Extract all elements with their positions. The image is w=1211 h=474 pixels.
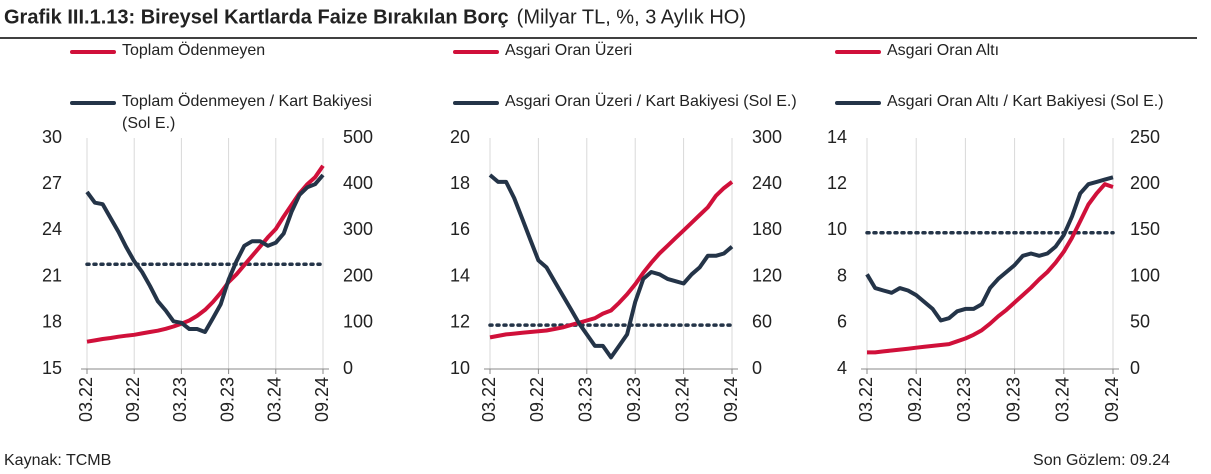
legend-label: Toplam Ödenmeyen / Kart Bakiyesi (Sol E.…	[122, 93, 372, 132]
x-tick-label: 09.24	[312, 377, 332, 422]
y-tick-label: 20	[450, 127, 470, 147]
y2-tick-label: 400	[343, 173, 373, 193]
x-tick-label: 09.23	[217, 377, 237, 422]
title: Grafik III.1.13: Bireysel Kartlarda Faiz…	[4, 6, 509, 28]
legend-swatch	[70, 101, 116, 105]
y2-tick-label: 500	[343, 127, 373, 147]
y-tick-label: 12	[827, 173, 847, 193]
x-tick-label: 03.22	[76, 377, 96, 422]
y-tick-label: 14	[827, 127, 847, 147]
y-tick-label: 15	[42, 358, 62, 378]
legend-label: Toplam Ödenmeyen	[122, 42, 266, 59]
y-tick-label: 18	[42, 312, 62, 332]
y2-tick-label: 120	[752, 265, 782, 285]
legend: Toplam Ödenmeyen Toplam Ödenmeyen / Kart …	[70, 0, 372, 140]
legend-label: Asgari Oran Üzeri / Kart Bakiyesi (Sol E…	[505, 93, 797, 110]
y2-tick-label: 200	[1130, 173, 1160, 193]
x-tick-label: 03.24	[265, 377, 285, 422]
series-line	[86, 164, 325, 344]
legend-swatch	[453, 50, 499, 54]
legend-swatch	[835, 101, 881, 105]
y2-tick-label: 0	[343, 358, 353, 378]
y2-tick-label: 0	[1130, 358, 1140, 378]
y-tick-label: 27	[42, 173, 62, 193]
legend-label: Asgari Oran Altı / Kart Bakiyesi (Sol E.…	[887, 93, 1164, 110]
y2-tick-label: 150	[1130, 219, 1160, 239]
series-line	[85, 173, 325, 334]
y-tick-label: 14	[450, 265, 470, 285]
x-tick-label: 03.22	[479, 377, 499, 422]
y-tick-label: 8	[837, 265, 847, 285]
note: Son Gözlem: 09.24	[1033, 452, 1170, 469]
x-tick-label: 03.23	[170, 377, 190, 422]
y2-tick-label: 250	[1130, 127, 1160, 147]
legend-swatch	[835, 50, 881, 54]
y2-tick-label: 300	[752, 127, 782, 147]
x-tick-label: 03.24	[672, 377, 692, 422]
series-line	[867, 182, 1114, 355]
y-tick-label: 10	[450, 358, 470, 378]
series-line	[489, 180, 734, 340]
y2-tick-label: 50	[1130, 312, 1150, 332]
y2-tick-label: 300	[343, 219, 373, 239]
y-tick-label: 18	[450, 173, 470, 193]
y-tick-label: 24	[42, 219, 62, 239]
x-tick-label: 03.22	[856, 377, 876, 422]
subtitle: (Milyar TL, %, 3 Aylık HO)	[517, 6, 746, 28]
y-tick-label: 30	[42, 127, 62, 147]
y2-tick-label: 100	[1130, 265, 1160, 285]
x-tick-label: 03.23	[954, 377, 974, 422]
y-tick-label: 10	[827, 219, 847, 239]
x-tick-label: 09.23	[1003, 377, 1023, 422]
legend-label: Asgari Oran Altı	[887, 42, 1000, 59]
y-tick-label: 12	[450, 312, 470, 332]
legend: Asgari Oran Altı Asgari Oran Altı / Kart …	[835, 0, 1185, 140]
series-line	[488, 173, 734, 360]
legend-label: Asgari Oran Üzeri	[505, 42, 633, 59]
x-tick-label: 09.22	[527, 377, 547, 422]
y2-tick-label: 60	[752, 312, 772, 332]
legend: Asgari Oran Üzeri Asgari Oran Üzeri / Kar…	[453, 0, 813, 140]
x-tick-label: 09.22	[123, 377, 143, 422]
series-line	[865, 175, 1114, 323]
x-tick-label: 09.24	[1102, 377, 1122, 422]
y-tick-label: 21	[42, 265, 62, 285]
y2-tick-label: 180	[752, 219, 782, 239]
y-tick-label: 6	[837, 312, 847, 332]
x-tick-label: 03.24	[1053, 377, 1073, 422]
y2-tick-label: 100	[343, 312, 373, 332]
legend-swatch	[70, 50, 116, 54]
y2-tick-label: 0	[752, 358, 762, 378]
x-tick-label: 09.23	[624, 377, 644, 422]
y-tick-label: 16	[450, 219, 470, 239]
x-tick-label: 09.24	[721, 377, 741, 422]
source: Kaynak: TCMB	[4, 452, 111, 469]
y2-tick-label: 240	[752, 173, 782, 193]
y-tick-label: 4	[837, 358, 847, 378]
y2-tick-label: 200	[343, 265, 373, 285]
x-tick-label: 03.23	[576, 377, 596, 422]
x-tick-label: 09.22	[905, 377, 925, 422]
legend-swatch	[453, 101, 499, 105]
